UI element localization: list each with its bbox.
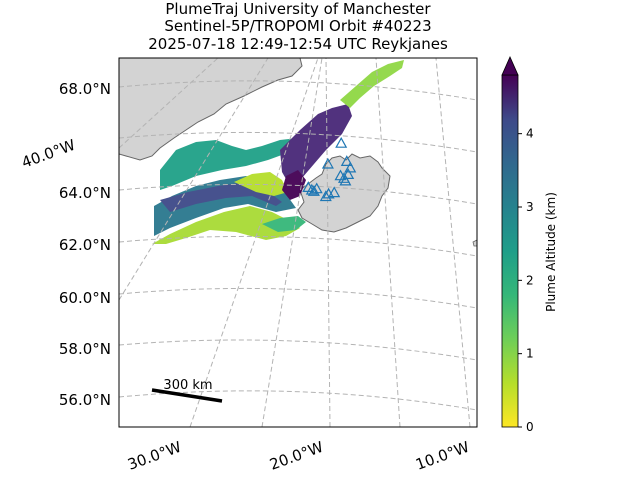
- plume-band-north: [280, 104, 352, 186]
- gridline-lat-56: [119, 390, 477, 411]
- plume-band-northwest: [160, 138, 298, 190]
- plume-band-coastal: [282, 170, 306, 200]
- gridline-lat-68: [119, 80, 477, 101]
- lon-label-40: 40.0°W: [19, 136, 78, 172]
- gridline-lat-58: [119, 339, 477, 361]
- colorbar-tick-label-0: 0: [526, 420, 534, 434]
- colorbar-tick-label-3: 3: [526, 200, 534, 214]
- map-frame: [118, 57, 478, 428]
- lat-label-62: 62.0°N: [59, 236, 111, 254]
- title-line-2: Sentinel-5P/TROPOMI Orbit #40223: [164, 17, 431, 35]
- colorbar-extend-arrow: [501, 56, 519, 76]
- scale-bar: [151, 388, 223, 403]
- gridline-lon-25: [261, 58, 323, 427]
- lon-label-30: 30.0°W: [125, 438, 184, 474]
- lat-label-58: 58.0°N: [59, 340, 111, 358]
- colorbar-tick-label-1: 1: [526, 347, 534, 361]
- station-marker-8: [328, 186, 341, 198]
- title-line-1: PlumeTraj University of Manchester: [165, 0, 431, 18]
- station-marker-3: [344, 161, 357, 173]
- lon-label-10: 10.0°W: [413, 438, 472, 474]
- gridline-lon-15: [375, 58, 401, 427]
- lat-label-64: 64.0°N: [59, 184, 111, 202]
- scale-bar-label: 300 km: [163, 378, 212, 393]
- station-marker-0: [321, 157, 334, 169]
- greenland-landmass: [119, 58, 303, 161]
- plume-band-central: [234, 172, 288, 196]
- title-line-3: 2025-07-18 12:49-12:54 UTC Reykjanes: [148, 35, 448, 53]
- map-panel: 300 km: [118, 57, 478, 428]
- lat-label-56: 56.0°N: [59, 391, 111, 409]
- iceland-landmass: [297, 153, 391, 233]
- lat-label-68: 68.0°N: [59, 80, 111, 98]
- colorbar-gradient: [501, 74, 519, 428]
- gridline-lon-40: [119, 58, 219, 149]
- station-marker-10: [319, 190, 332, 202]
- station-markers: [302, 136, 357, 202]
- station-marker-2: [340, 155, 353, 166]
- station-marker-14: [307, 185, 320, 196]
- station-marker-13: [302, 181, 315, 192]
- colorbar-label: Plume Altitude (km): [544, 192, 558, 312]
- gridline-lat-64: [119, 183, 477, 205]
- station-marker-9: [322, 187, 335, 199]
- lat-label-60: 60.0°N: [59, 289, 111, 307]
- colorbar-ticks: 0 1 2 3 4: [518, 127, 534, 434]
- gridline-lon-30: [189, 58, 319, 427]
- station-marker-6: [334, 169, 347, 181]
- station-marker-7: [339, 174, 352, 186]
- plume-band-northeast: [340, 60, 404, 108]
- gridline-lon-35: [119, 58, 269, 301]
- gridlines: [119, 58, 477, 427]
- gridline-lat-66: [119, 131, 477, 153]
- gridline-lon-10: [435, 58, 471, 427]
- station-marker-1: [335, 136, 348, 148]
- lon-label-20: 20.0°W: [267, 438, 326, 474]
- colorbar-tick-label-2: 2: [526, 273, 534, 287]
- gridline-lat-62: [119, 235, 477, 257]
- station-marker-12: [305, 183, 318, 195]
- colorbar-tick-label-4: 4: [526, 127, 534, 141]
- plume-field: [152, 60, 404, 244]
- gridline-lon-20: [325, 58, 331, 427]
- plume-band-tail: [262, 216, 306, 232]
- colorbar: 0 1 2 3 4 Plume Altitude (km): [501, 56, 558, 434]
- gridline-lat-60: [119, 287, 477, 309]
- faroe-islands: [472, 239, 477, 247]
- station-marker-4: [342, 168, 355, 179]
- plume-band-south: [152, 206, 300, 244]
